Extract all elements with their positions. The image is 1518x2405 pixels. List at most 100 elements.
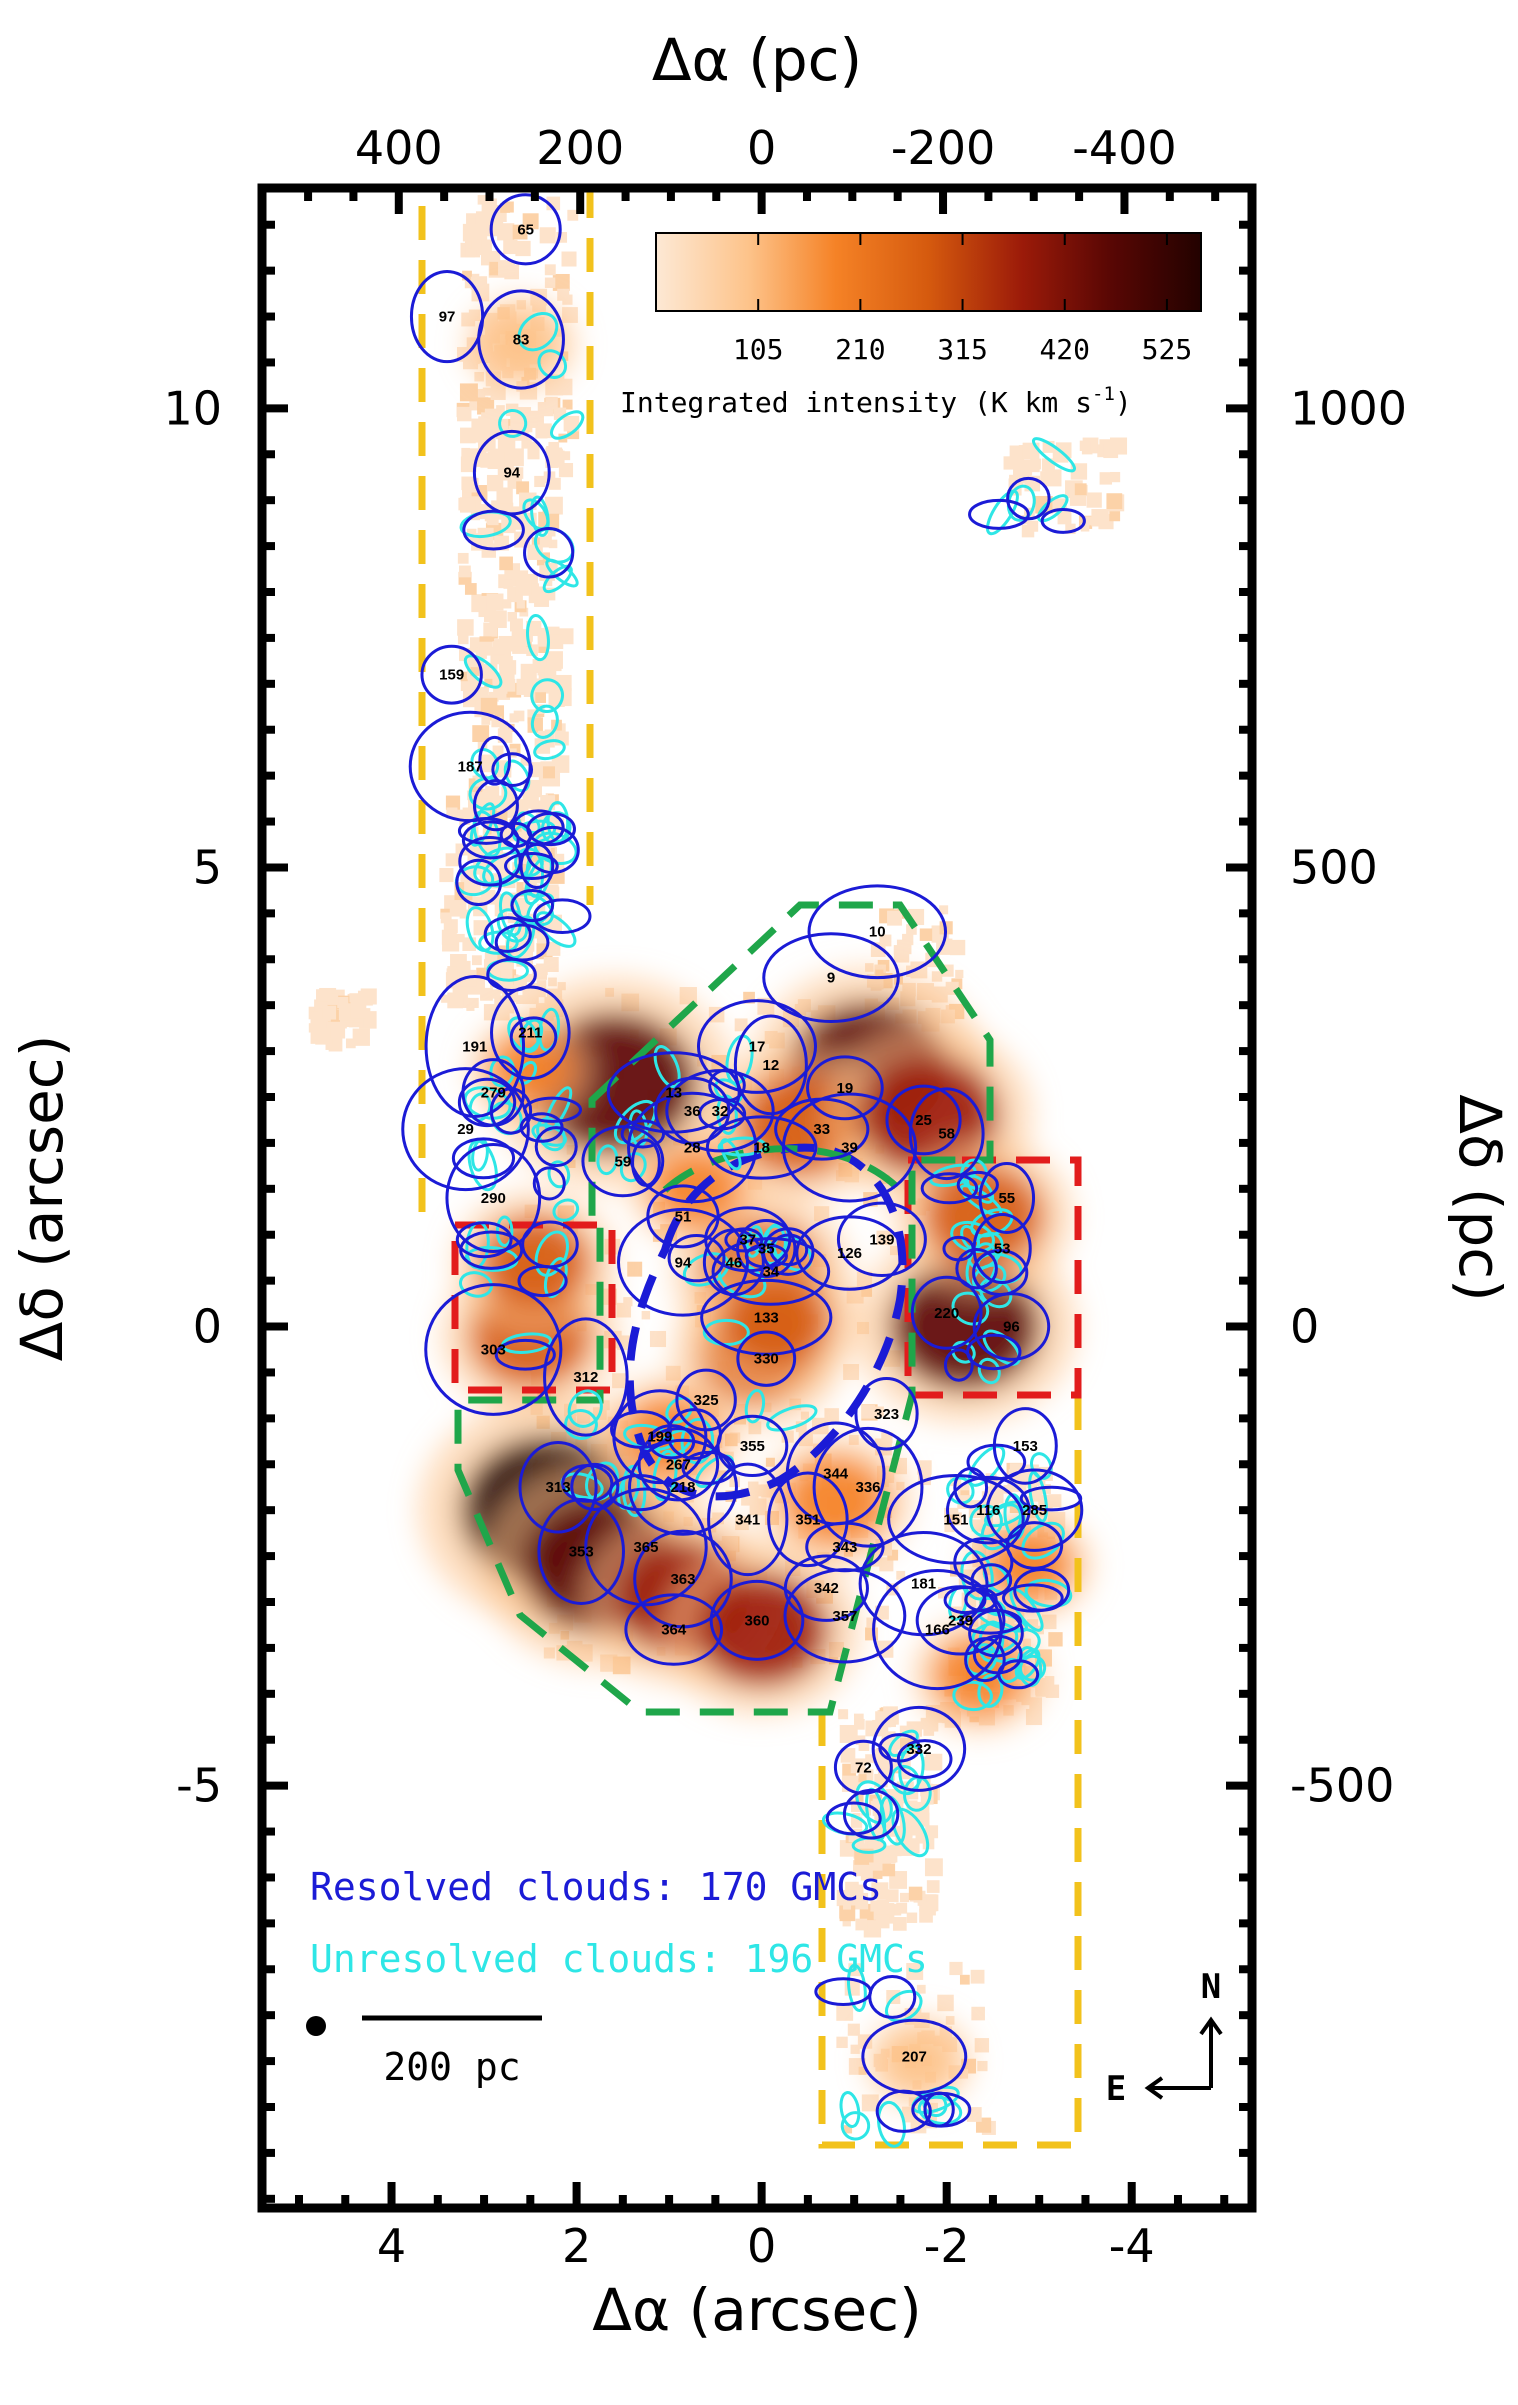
cloud-id-label: 32 — [712, 1103, 729, 1120]
cloud-id-label: 344 — [823, 1465, 849, 1482]
cloud-id-label: 218 — [670, 1479, 695, 1496]
resolved-cloud — [420, 644, 483, 705]
emission-pixel — [641, 1310, 651, 1320]
cloud-id-label: 83 — [513, 332, 530, 349]
resolved-cloud — [762, 932, 900, 1024]
emission-pixel — [487, 513, 499, 526]
resolved-cloud — [472, 779, 519, 832]
resolved-cloud — [700, 1278, 833, 1356]
cloud-id-label: 18 — [753, 1140, 770, 1157]
resolved-cloud — [955, 1247, 998, 1290]
unresolved-cloud — [839, 2091, 861, 2129]
emission-pixel — [521, 438, 532, 449]
emission-pixel — [800, 1411, 810, 1420]
cloud-id-label: 343 — [832, 1539, 857, 1556]
emission-pixel — [462, 270, 472, 281]
cloud-id-label: 285 — [1022, 1502, 1047, 1519]
resolved-cloud — [616, 1207, 749, 1317]
emission-pixel — [977, 2060, 988, 2072]
right-tick-labels: 1000 500 0 -500 — [1290, 381, 1407, 1812]
cloud-id-label: 9 — [827, 970, 835, 987]
resolved-cloud — [455, 1221, 513, 1259]
emission-pixel — [536, 932, 548, 944]
emission-pixel — [503, 239, 518, 255]
cloud-id-label: 199 — [647, 1429, 672, 1446]
emission-pixel — [546, 941, 561, 956]
cloud-id-label: 342 — [814, 1580, 839, 1597]
resolved-cloud — [733, 1014, 808, 1116]
cloud-id-label: 28 — [684, 1140, 701, 1157]
emission-pixel — [516, 678, 533, 695]
emission-pixel — [1065, 523, 1076, 535]
emission-pixel — [528, 586, 546, 604]
emission-pixel — [497, 728, 513, 743]
cloud-id-label: 36 — [684, 1103, 701, 1120]
unresolved-cloud — [717, 1136, 767, 1157]
emission-pixel — [543, 956, 559, 973]
emission-pixel — [511, 629, 529, 647]
resolved-cloud — [525, 825, 580, 875]
emission-pixel — [460, 427, 476, 444]
emission-pixel — [500, 969, 513, 982]
emission-pixel — [557, 982, 566, 991]
resolved-cloud — [997, 1659, 1040, 1690]
resolved-cloud — [499, 821, 533, 848]
cloud-id-label: 65 — [517, 221, 534, 238]
cloud-id-label: 13 — [665, 1084, 682, 1101]
cloud-id-label: 267 — [666, 1456, 691, 1473]
emission-pixel — [879, 1557, 894, 1572]
emission-pixel — [482, 387, 491, 396]
emission-pixel — [959, 1974, 970, 1985]
emission-pixel — [865, 963, 874, 972]
resolved-cloud — [490, 985, 571, 1080]
cloud-id-label: 191 — [462, 1039, 487, 1056]
resolved-cloud — [494, 1338, 556, 1371]
resolved-cloud — [489, 1087, 533, 1135]
resolved-cloud — [1005, 1521, 1064, 1570]
resolved-cloud — [581, 1125, 665, 1198]
unresolved-cloud — [846, 1963, 867, 2013]
resolved-cloud — [920, 1172, 979, 1205]
x-tick-label: 4 — [377, 2219, 406, 2273]
emission-pixel — [563, 415, 580, 432]
emission-pixel — [466, 658, 475, 667]
emission-pixel — [337, 997, 349, 1009]
resolved-cloud — [854, 1377, 919, 1451]
y-tick-label: 0 — [193, 1300, 222, 1354]
resolved-cloud — [504, 852, 559, 880]
emission-pixel — [906, 1963, 924, 1980]
emission-pixel — [919, 1909, 933, 1923]
emission-pixel — [937, 1994, 954, 2012]
cloud-id-label: 332 — [906, 1741, 931, 1758]
resolved-cloud — [761, 1227, 815, 1276]
emission-pixel — [491, 716, 502, 728]
cloud-id-label: 34 — [763, 1263, 780, 1280]
unresolved-cloud — [596, 1144, 619, 1176]
emission-pixel — [1106, 493, 1123, 510]
resolved-cloud — [868, 1974, 917, 2019]
unresolved-cloud — [952, 1680, 993, 1712]
emission-pixel — [889, 1903, 902, 1916]
cloud-id-label: 133 — [754, 1309, 779, 1326]
emission-pixel — [503, 418, 515, 430]
resolved-cloud — [489, 193, 562, 266]
emission-pixel — [873, 1908, 885, 1920]
emission-pixel — [870, 1900, 882, 1912]
emission-pixel — [836, 2036, 848, 2049]
resolved-cloud — [457, 816, 515, 845]
emission-pixel — [939, 905, 949, 915]
emission-pixel — [916, 1984, 926, 1994]
resolved-cloud — [1002, 1583, 1064, 1613]
emission-pixel — [1040, 1483, 1051, 1494]
unresolved-cloud — [1031, 437, 1076, 473]
top-tick-label: 0 — [747, 121, 776, 175]
cloud-id-label: 153 — [1013, 1438, 1038, 1455]
emission-pixel — [540, 795, 556, 811]
emission-pixel — [458, 565, 471, 578]
resolved-cloud — [409, 269, 485, 364]
cloud-id-label: 39 — [841, 1140, 858, 1157]
emission-peak — [784, 1457, 887, 1545]
emission-pixel — [882, 1863, 896, 1877]
emission-pixel — [926, 1719, 939, 1732]
resolved-cloud — [736, 1219, 797, 1278]
